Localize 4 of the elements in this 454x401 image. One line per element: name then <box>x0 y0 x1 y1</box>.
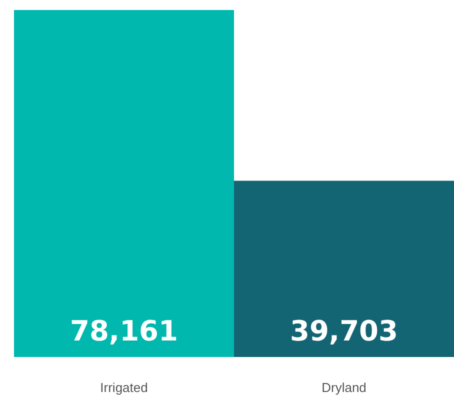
x-tick-label: Irrigated <box>100 380 148 395</box>
data-label: 78,161 <box>70 314 178 348</box>
x-tick-label: Dryland <box>322 380 366 395</box>
data-label: 39,703 <box>290 314 398 348</box>
